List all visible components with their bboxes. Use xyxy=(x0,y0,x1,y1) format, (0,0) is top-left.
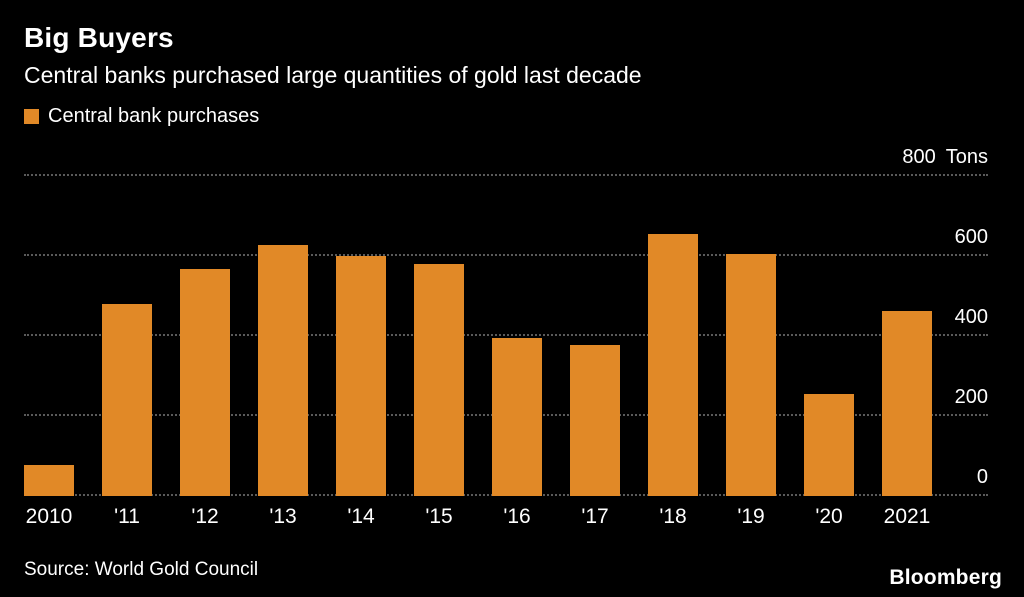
bar-16 xyxy=(492,338,542,497)
x-axis-label-2021: 2021 xyxy=(883,505,931,529)
bar-18 xyxy=(648,233,698,497)
y-axis-label-800: 800 Tons xyxy=(902,146,988,169)
gridline-600 xyxy=(24,254,988,257)
legend-label: Central bank purchases xyxy=(48,105,260,128)
x-axis-label-17: '17 xyxy=(581,505,609,529)
x-axis-label-15: '15 xyxy=(425,505,453,529)
chart: 0 200 400 600 800 Tons xyxy=(24,146,988,497)
bar-2010 xyxy=(24,464,74,497)
bar-17 xyxy=(570,344,620,497)
x-axis-label-16: '16 xyxy=(503,505,531,529)
x-axis-label-13: '13 xyxy=(269,505,297,529)
bar-13 xyxy=(258,244,308,497)
x-axis-label-14: '14 xyxy=(347,505,375,529)
legend-swatch-icon xyxy=(24,109,39,125)
x-axis-label-11: '11 xyxy=(114,505,140,529)
bloomberg-logo: Bloomberg xyxy=(889,566,1002,589)
bar-2021 xyxy=(882,311,932,497)
x-axis-label-2010: 2010 xyxy=(25,505,73,529)
x-axis-label-18: '18 xyxy=(659,505,687,529)
bars xyxy=(24,176,932,497)
x-axis-labels: 2010 '11 '12 '13 '14 '15 '16 '17 '18 '19 '20 2021 xyxy=(24,505,988,529)
source-note: Source: World Gold Council xyxy=(24,559,259,580)
bar-11 xyxy=(102,303,152,497)
legend: Central bank purchases xyxy=(24,105,988,128)
y-axis-label-0: 0 xyxy=(976,466,988,489)
y-axis-label-400: 400 xyxy=(954,306,988,329)
chart-subtitle: Central banks purchased large quantities… xyxy=(24,62,642,89)
bar-12 xyxy=(180,268,230,497)
x-axis-label-19: '19 xyxy=(737,505,765,529)
bar-19 xyxy=(726,254,776,497)
y-axis-label-200: 200 xyxy=(954,386,988,409)
x-axis-label-12: '12 xyxy=(191,505,219,529)
bar-14 xyxy=(336,255,386,497)
bar-15 xyxy=(414,264,464,497)
gridline-400 xyxy=(24,334,988,337)
x-axis-label-20: '20 xyxy=(815,505,843,529)
chart-title: Big Buyers xyxy=(24,22,174,53)
y-axis-label-600: 600 xyxy=(954,226,988,249)
bar-20 xyxy=(804,394,854,497)
gridline-800 xyxy=(24,174,988,177)
